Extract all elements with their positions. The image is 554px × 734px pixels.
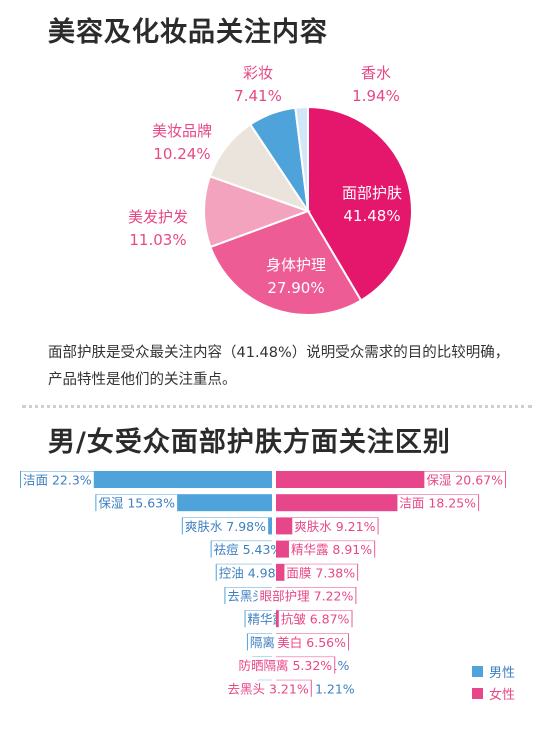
pie-value-hair: 11.03%	[129, 231, 186, 249]
pie-value-body: 27.90%	[267, 279, 324, 297]
bar-female-label: 面膜 7.38%	[286, 565, 355, 580]
bar-female-label: 防晒隔离 5.32%	[239, 658, 333, 673]
bar-female-label: 爽肤水 9.21%	[294, 519, 375, 534]
pie-chart: 面部护肤 41.48% 身体护理 27.90% 美发护发 11.03% 美妆品牌 10.24%…	[128, 64, 413, 316]
pie-label-makeup: 彩妆	[243, 64, 273, 82]
pie-value-face: 41.48%	[343, 207, 400, 225]
pie-value-makeup: 7.41%	[234, 87, 282, 105]
pie-value-perfume: 1.94%	[352, 87, 400, 105]
bar-label-background	[288, 541, 375, 559]
bar-label-background	[225, 680, 311, 698]
pie-label-perfume: 香水	[361, 64, 391, 82]
bar-female-label: 洁面 18.25%	[399, 496, 476, 511]
bar-female-label: 眼部护理 7.22%	[260, 589, 354, 604]
pie-value-makeup-brand: 10.24%	[153, 145, 210, 163]
pie-label-face: 面部护肤	[342, 184, 402, 202]
bar-male-label: 祛痘 5.43%	[214, 542, 283, 557]
bar-female-label: 去黑头 3.21%	[228, 681, 309, 696]
bar-male-label: 爽肤水 7.98%	[185, 519, 266, 534]
pie-description: 面部护肤是受众最关注内容（41.48%）说明受众需求的目的比较明确，产品特性是他…	[48, 345, 510, 388]
bar-female-label: 美白 6.56%	[277, 635, 346, 650]
bar-label-background	[21, 471, 94, 489]
bar-label-background	[292, 517, 378, 535]
pie-chart-title: 美容及化妆品关注内容	[48, 17, 328, 48]
pie-label-body: 身体护理	[266, 256, 326, 274]
bar-chart-title: 男/女受众面部护肤方面关注区别	[48, 427, 451, 458]
bar-label-background	[216, 564, 290, 582]
bar-male-label: 保湿 15.63%	[98, 496, 175, 511]
pie-label-hair: 美发护发	[128, 208, 188, 226]
bar-female-label: 保湿 20.67%	[426, 473, 503, 488]
bar-label-background	[96, 494, 178, 512]
bar-label-background	[211, 541, 285, 559]
bar-male-label: 洁面 22.3%	[23, 473, 92, 488]
bar-label-background	[284, 564, 358, 582]
pie-slice-perfume	[294, 105, 309, 212]
legend-male-label: 男性	[489, 666, 516, 681]
pie-slice-body	[209, 209, 363, 316]
bar-label-background	[397, 494, 479, 512]
bar-male-label: 控油 4.98%	[219, 565, 288, 580]
legend-female-label: 女性	[489, 688, 516, 703]
bar-female-label: 抗皱 6.87%	[281, 612, 350, 627]
pie-slice-face	[307, 105, 413, 302]
bar-label-background	[257, 587, 356, 605]
legend-female: 女性	[472, 684, 515, 703]
bar-label-background	[182, 517, 269, 535]
bar-female-label: 精华露 8.91%	[291, 542, 372, 557]
legend-female-swatch	[472, 688, 483, 699]
pie-slice-hair	[203, 175, 311, 249]
bar-label-background	[278, 610, 352, 628]
pie-label-makeup-brand: 美妆品牌	[152, 122, 212, 140]
bar-label-background	[236, 657, 335, 675]
legend-male: 男性	[472, 662, 515, 681]
legend-male-swatch	[472, 666, 483, 677]
section-divider	[22, 405, 532, 408]
bar-label-background	[424, 471, 506, 489]
bar-label-background	[275, 633, 349, 651]
